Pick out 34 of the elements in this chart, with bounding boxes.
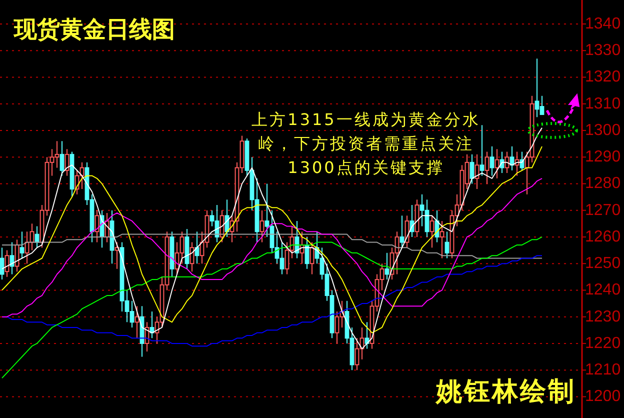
candlestick — [494, 148, 500, 179]
y-tick-label: 1210 — [585, 362, 621, 379]
y-tick-label: 1320 — [585, 68, 621, 86]
y-tick-label: 1330 — [585, 42, 621, 60]
text: 现货黄金日线图 — [14, 16, 175, 45]
candlestick — [20, 231, 24, 259]
candlestick — [400, 215, 404, 248]
y-tick-label: 1270 — [585, 202, 621, 219]
candlestick — [440, 220, 444, 259]
candlestick — [260, 210, 264, 243]
candlestick — [60, 140, 64, 176]
candlestick — [484, 151, 490, 184]
y-tick-label: 1280 — [585, 175, 621, 192]
y-tick-label: 1340 — [585, 15, 621, 32]
candlestick — [490, 146, 494, 176]
y-tick-label: 1300 — [585, 122, 621, 139]
y-tick-label: 1310 — [585, 95, 621, 112]
line-series — [2, 178, 542, 318]
y-tick-label: 1240 — [585, 282, 621, 299]
line-series — [2, 236, 542, 379]
annotation: 上方1315一线成为黄金分水岭，下方投资者需重点关注1300点的关键支撑 — [250, 109, 482, 179]
line-series — [2, 127, 542, 350]
candlestick — [444, 231, 450, 259]
y-tick-label: 1250 — [585, 255, 621, 272]
y-tick-label: 1260 — [585, 228, 621, 246]
y-tick-label: 1230 — [585, 308, 621, 326]
candlestick — [430, 215, 434, 248]
annotation: 姚钰林绘制 — [436, 376, 576, 409]
y-tick-label: 1220 — [585, 334, 621, 352]
y-tick-label: 1200 — [585, 388, 621, 406]
y-tick-label: 1290 — [585, 148, 621, 166]
candlestick — [480, 124, 484, 176]
candlestick — [384, 252, 390, 280]
candlestick — [0, 247, 4, 280]
